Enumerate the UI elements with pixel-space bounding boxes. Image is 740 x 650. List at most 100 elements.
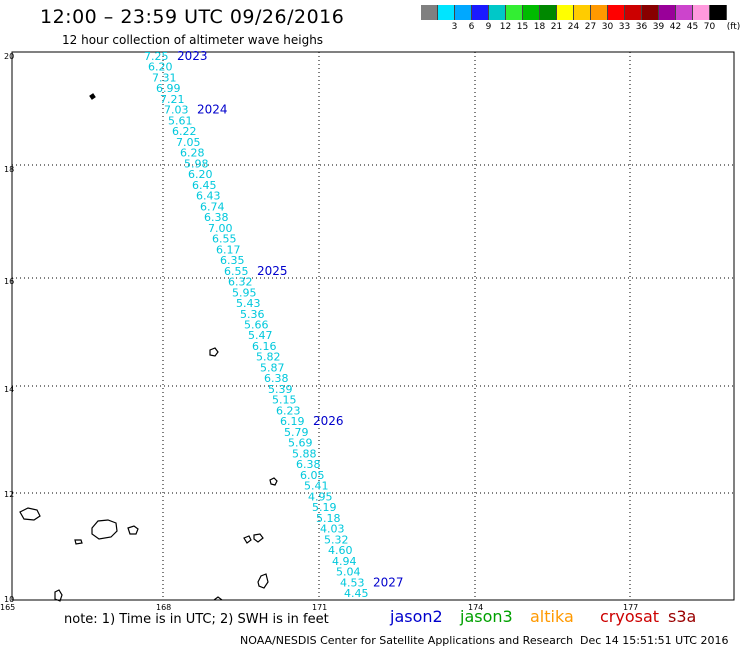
wave-height-value: 6.35 bbox=[220, 254, 245, 267]
wave-height-value: 5.82 bbox=[256, 351, 281, 364]
wave-height-value: 7.05 bbox=[176, 136, 201, 149]
pass-time-label: 2023 bbox=[177, 49, 208, 63]
lon-tick-label: 174 bbox=[468, 603, 483, 612]
lon-tick-label: 165 bbox=[0, 603, 15, 612]
island-outlines bbox=[19, 93, 278, 602]
footer-note: note: 1) Time is in UTC; 2) SWH is in fe… bbox=[64, 612, 329, 627]
wave-height-value: 6.22 bbox=[172, 125, 197, 138]
wave-height-value: 4.95 bbox=[308, 490, 333, 503]
satellite-jason2-label: jason2 bbox=[390, 607, 443, 626]
footer-date: Dec 14 15:51:51 UTC 2016 bbox=[580, 634, 729, 647]
legend-swatch bbox=[557, 5, 574, 20]
pass-time-label: 2027 bbox=[373, 575, 404, 589]
satellite-s3a-label: s3a bbox=[668, 607, 697, 626]
legend-label: 42 bbox=[669, 22, 682, 32]
wave-height-value: 5.43 bbox=[236, 297, 261, 310]
wave-height-value: 5.39 bbox=[268, 383, 293, 396]
legend-label: 33 bbox=[618, 22, 631, 32]
legend-label: 39 bbox=[652, 22, 665, 32]
wave-height-value: 4.53 bbox=[340, 576, 365, 589]
wave-height-value: 7.21 bbox=[160, 93, 185, 106]
legend-swatch bbox=[472, 5, 489, 20]
wave-height-value: 6.20 bbox=[148, 61, 173, 74]
legend-swatch bbox=[693, 5, 710, 20]
wave-height-value: 6.43 bbox=[196, 190, 221, 203]
legend-swatch bbox=[608, 5, 625, 20]
lon-tick-label: 171 bbox=[312, 603, 327, 612]
legend-swatch bbox=[642, 5, 659, 20]
legend-label: 12 bbox=[499, 22, 512, 32]
wave-height-value: 6.55 bbox=[224, 265, 249, 278]
legend-swatch bbox=[574, 5, 591, 20]
wave-height-value: 7.25 bbox=[144, 50, 169, 63]
legend-swatch bbox=[659, 5, 676, 20]
wave-height-value: 5.15 bbox=[272, 394, 297, 407]
legend-label: 45 bbox=[686, 22, 699, 32]
wave-height-value: 6.38 bbox=[264, 372, 289, 385]
legend-swatch bbox=[523, 5, 540, 20]
page-subtitle: 12 hour collection of altimeter wave hei… bbox=[62, 33, 324, 47]
grid-lines bbox=[12, 52, 734, 600]
legend-swatch bbox=[506, 5, 523, 20]
lat-tick-label: 18 bbox=[4, 165, 14, 174]
wave-height-value: 7.31 bbox=[152, 72, 177, 85]
wave-height-value: 5.19 bbox=[312, 501, 337, 514]
legend-swatch bbox=[591, 5, 608, 20]
wave-height-value: 6.32 bbox=[228, 276, 253, 289]
satellite-altika-label: altika bbox=[530, 607, 574, 626]
wave-height-value: 6.38 bbox=[296, 458, 321, 471]
legend-label: 24 bbox=[567, 22, 580, 32]
altimeter-track: 7.256.207.316.997.217.035.616.227.056.28… bbox=[144, 49, 404, 600]
wave-height-value: 5.47 bbox=[248, 329, 273, 342]
wave-height-value: 5.79 bbox=[284, 426, 309, 439]
legend-label: 36 bbox=[635, 22, 648, 32]
satellite-cryosat-label: cryosat bbox=[600, 607, 660, 626]
wave-height-value: 5.36 bbox=[240, 308, 265, 321]
wave-height-value: 5.66 bbox=[244, 319, 269, 332]
lat-tick-label: 10 bbox=[4, 595, 14, 604]
page-title: 12:00 – 23:59 UTC 09/26/2016 bbox=[40, 6, 345, 28]
legend-label: 27 bbox=[584, 22, 597, 32]
legend-label: 15 bbox=[516, 22, 529, 32]
wave-height-value: 6.19 bbox=[280, 415, 305, 428]
legend-label: 18 bbox=[533, 22, 546, 32]
legend-unit: (ft) bbox=[726, 22, 740, 32]
wave-height-value: 6.38 bbox=[204, 211, 229, 224]
lat-tick-label: 12 bbox=[4, 490, 14, 499]
pass-time-label: 2025 bbox=[257, 264, 288, 278]
wave-height-value: 6.20 bbox=[188, 168, 213, 181]
footer-credit: NOAA/NESDIS Center for Satellite Applica… bbox=[240, 634, 574, 647]
wave-height-value: 4.03 bbox=[320, 523, 345, 536]
color-legend-labels: 3 6 9 12 15 18 21 24 27 30 33 36 39 42 45 70 (ft) bbox=[421, 22, 740, 36]
wave-height-value: 6.16 bbox=[252, 340, 277, 353]
legend-swatch bbox=[625, 5, 642, 20]
legend-swatch bbox=[455, 5, 472, 20]
legend-label: 70 bbox=[703, 22, 716, 32]
wave-height-value: 5.41 bbox=[304, 480, 329, 493]
wave-height-value: 5.98 bbox=[184, 157, 209, 170]
wave-height-value: 4.45 bbox=[344, 587, 369, 600]
legend-label: 6 bbox=[468, 22, 475, 32]
legend-label: 21 bbox=[550, 22, 563, 32]
legend-label: 9 bbox=[485, 22, 492, 32]
lon-tick-label: 168 bbox=[156, 603, 171, 612]
color-legend bbox=[421, 5, 727, 20]
legend-swatch bbox=[421, 5, 438, 20]
wave-height-value: 6.55 bbox=[212, 233, 237, 246]
wave-height-value: 6.23 bbox=[276, 404, 301, 417]
wave-height-value: 5.61 bbox=[168, 114, 193, 127]
wave-height-value: 5.87 bbox=[260, 362, 285, 375]
legend-swatch bbox=[489, 5, 506, 20]
wave-height-value: 5.95 bbox=[232, 286, 257, 299]
legend-swatch bbox=[438, 5, 455, 20]
wave-height-value: 4.60 bbox=[328, 544, 353, 557]
lon-tick-label: 177 bbox=[623, 603, 638, 612]
wave-height-value: 5.18 bbox=[316, 512, 341, 525]
wave-height-value: 7.03 bbox=[164, 104, 189, 117]
pass-time-label: 2026 bbox=[313, 414, 344, 428]
lon-tick-labels: 165 168 171 174 177 bbox=[0, 603, 638, 612]
map-frame bbox=[11, 51, 735, 601]
legend-label: 30 bbox=[601, 22, 614, 32]
legend-swatch bbox=[540, 5, 557, 20]
